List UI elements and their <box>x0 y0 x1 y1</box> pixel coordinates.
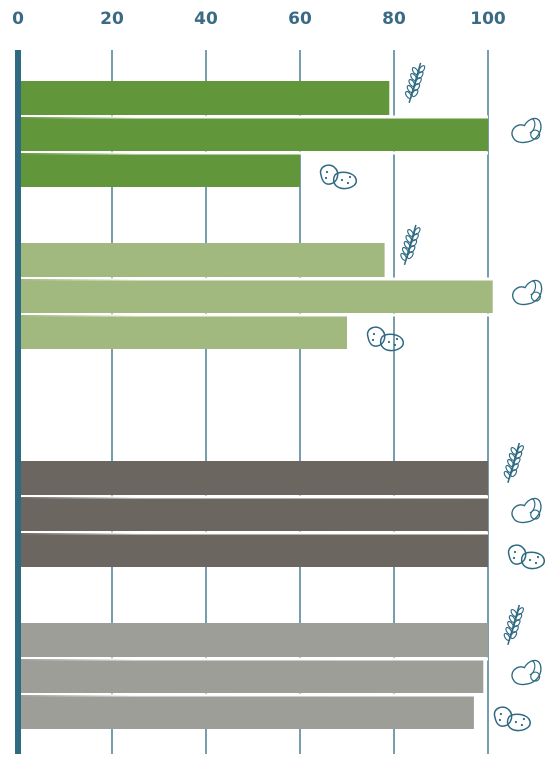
wheat-icon <box>503 442 525 484</box>
bar-group <box>18 623 488 729</box>
soybean-icon <box>511 659 542 686</box>
bar-soybean <box>18 659 484 693</box>
x-tick-label: 40 <box>194 9 218 29</box>
bar-group <box>18 461 488 567</box>
wheat-icon <box>400 224 421 266</box>
bar-separator <box>18 313 493 317</box>
bar-soybean <box>18 279 493 313</box>
bar-wheat <box>18 623 488 657</box>
soybean-icon <box>511 497 542 524</box>
bar-group <box>18 81 488 187</box>
potato-icon <box>366 326 404 352</box>
wheat-icon <box>404 62 426 104</box>
bar-separator <box>18 115 488 119</box>
bar-potato <box>18 533 488 567</box>
soybean-icon <box>511 117 542 144</box>
bar-groups <box>18 81 493 729</box>
bar-potato <box>18 153 300 187</box>
bar-separator <box>18 277 493 281</box>
soybean-icon <box>512 279 543 306</box>
bar-wheat <box>18 243 385 277</box>
bar-separator <box>18 495 488 499</box>
bar-potato <box>18 315 347 349</box>
bar-soybean <box>18 497 488 531</box>
bar-group <box>18 243 493 349</box>
bar-separator <box>18 693 484 697</box>
wheat-icon <box>503 604 525 646</box>
potato-icon <box>319 164 357 190</box>
bar-separator <box>18 657 488 661</box>
bar-separator <box>18 531 488 535</box>
x-axis-ticks: 0 20 40 60 80 100 <box>12 9 506 29</box>
bar-wheat <box>18 461 488 495</box>
crop-icons <box>319 62 545 732</box>
x-tick-label: 100 <box>470 9 506 29</box>
bar-soybean <box>18 117 488 151</box>
bar-separator <box>18 151 488 155</box>
x-tick-label: 20 <box>100 9 124 29</box>
x-tick-label: 60 <box>288 9 312 29</box>
potato-icon <box>493 706 531 732</box>
x-tick-label: 0 <box>12 9 24 29</box>
potato-icon <box>507 544 545 570</box>
bar-potato <box>18 695 474 729</box>
x-tick-label: 80 <box>382 9 406 29</box>
bar-wheat <box>18 81 390 115</box>
